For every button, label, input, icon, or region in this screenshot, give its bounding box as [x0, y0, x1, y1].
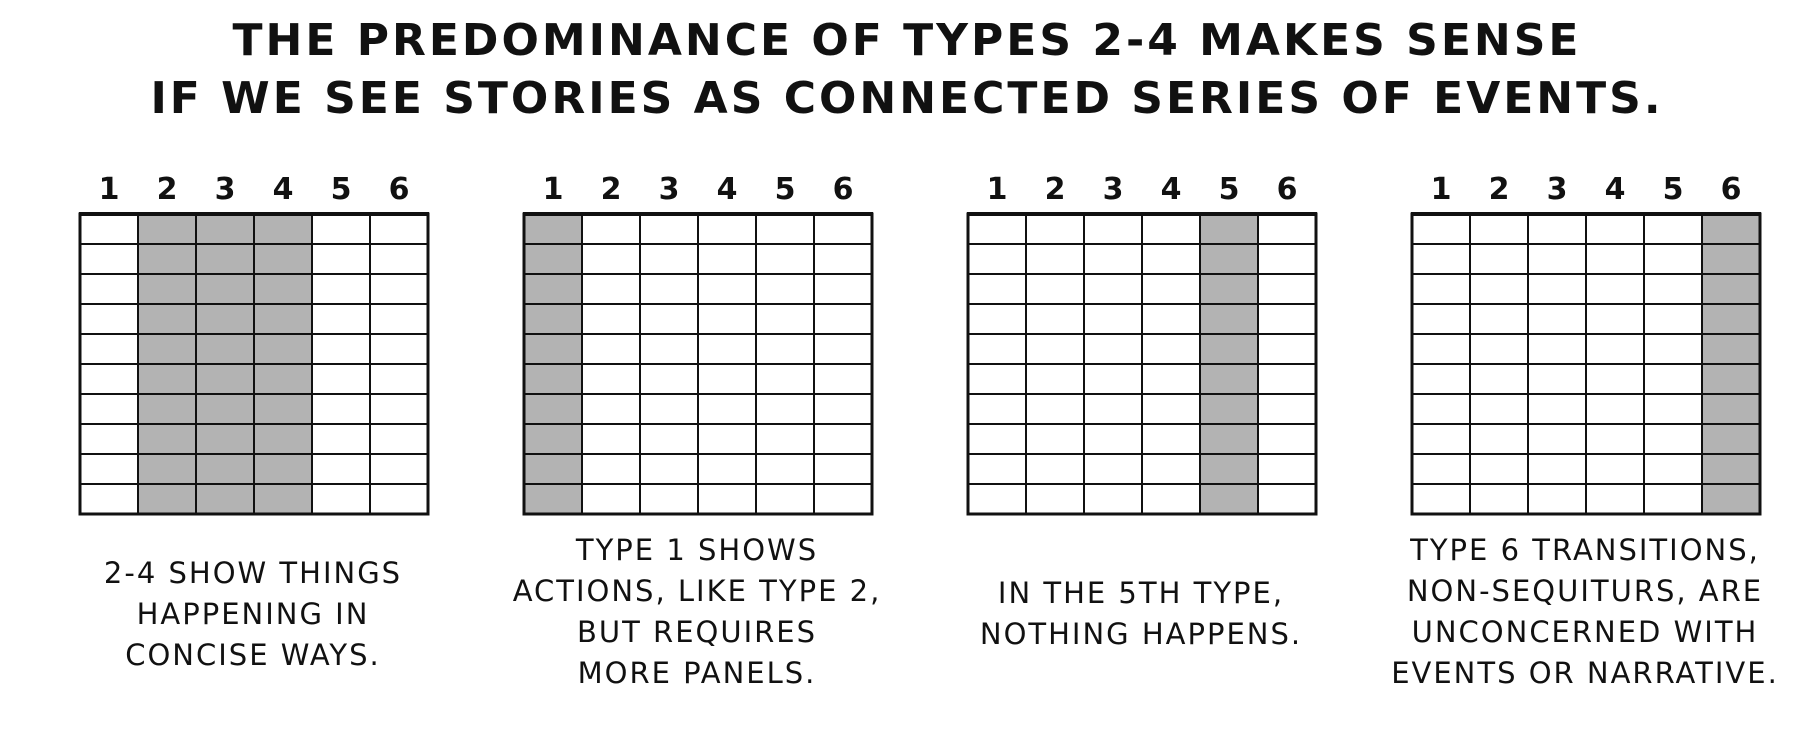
caption-line: HAPPENING IN [136, 597, 370, 631]
column-number-5: 5 [774, 172, 796, 207]
panel-caption: TYPE 1 SHOWS ACTIONS, LIKE TYPE 2, BUT R… [492, 530, 902, 690]
caption-line: MORE PANELS. [577, 656, 817, 690]
column-number-1: 1 [98, 172, 120, 207]
column-header: 1 2 3 4 5 6 [78, 170, 438, 210]
caption-line: ACTIONS, LIKE TYPE 2, [512, 574, 882, 608]
panel-types-2-4: 1 2 3 4 5 6 2-4 SHOW THINGS HAPPENING IN… [78, 160, 438, 720]
column-number-3: 3 [1102, 172, 1124, 207]
panel-type-1: 1 2 3 4 5 6 TYPE 1 SHOWS ACTIONS, LIKE T… [513, 160, 882, 720]
column-number-4: 4 [716, 172, 738, 207]
caption-line: TYPE 6 TRANSITIONS, [1410, 533, 1760, 567]
caption-line: NOTHING HAPPENS. [979, 617, 1303, 651]
column-number-3: 3 [1546, 172, 1568, 207]
column-number-5: 5 [330, 172, 352, 207]
caption-line: BUT REQUIRES [576, 615, 817, 649]
title-line-2: IF WE SEE STORIES AS CONNECTED SERIES OF… [150, 73, 1664, 124]
transition-grid [522, 212, 874, 516]
column-number-6: 6 [832, 172, 854, 207]
transition-grid [1410, 212, 1762, 516]
panel-type-5: 1 2 3 4 5 6 IN THE 5TH TYPE, NOTHING HAP… [966, 160, 1326, 720]
column-number-3: 3 [214, 172, 236, 207]
diagram-title: THE PREDOMINANCE OF TYPES 2-4 MAKES SENS… [0, 12, 1814, 128]
caption-line: NON-SEQUITURS, ARE [1406, 574, 1764, 608]
panel-caption: IN THE 5TH TYPE, NOTHING HAPPENS. [936, 530, 1346, 723]
grid-svg [522, 212, 874, 516]
column-number-1: 1 [1430, 172, 1452, 207]
column-number-4: 4 [272, 172, 294, 207]
column-number-2: 2 [1488, 172, 1510, 207]
column-number-5: 5 [1218, 172, 1240, 207]
caption-line: CONCISE WAYS. [125, 638, 381, 672]
column-number-4: 4 [1160, 172, 1182, 207]
column-number-3: 3 [658, 172, 680, 207]
column-number-4: 4 [1604, 172, 1626, 207]
caption-line: IN THE 5TH TYPE, [997, 576, 1285, 610]
caption-line: UNCONCERNED WITH [1411, 615, 1759, 649]
transition-grid [966, 212, 1318, 516]
panel-type-6: 1 2 3 4 5 6 TYPE 6 TRANSITIONS, NON-SEQU… [1391, 160, 1777, 720]
grid-svg [1410, 212, 1762, 516]
column-number-2: 2 [1044, 172, 1066, 207]
transition-grid [78, 212, 430, 516]
column-number-6: 6 [388, 172, 410, 207]
column-number-1: 1 [986, 172, 1008, 207]
caption-line: EVENTS OR NARRATIVE. [1391, 656, 1779, 690]
panel-caption: 2-4 SHOW THINGS HAPPENING IN CONCISE WAY… [48, 530, 458, 703]
caption-line: TYPE 1 SHOWS [575, 533, 819, 567]
grid-svg [966, 212, 1318, 516]
grid-svg [78, 212, 430, 516]
column-number-1: 1 [542, 172, 564, 207]
column-number-2: 2 [156, 172, 178, 207]
column-header: 1 2 3 4 5 6 [966, 170, 1326, 210]
title-line-1: THE PREDOMINANCE OF TYPES 2-4 MAKES SENS… [232, 15, 1582, 66]
caption-line: 2-4 SHOW THINGS [103, 556, 403, 590]
column-number-6: 6 [1720, 172, 1742, 207]
panel-caption: TYPE 6 TRANSITIONS, NON-SEQUITURS, ARE U… [1380, 530, 1790, 690]
column-number-2: 2 [600, 172, 622, 207]
column-number-6: 6 [1276, 172, 1298, 207]
column-number-5: 5 [1662, 172, 1684, 207]
column-header: 1 2 3 4 5 6 [1410, 170, 1770, 210]
column-header: 1 2 3 4 5 6 [522, 170, 882, 210]
